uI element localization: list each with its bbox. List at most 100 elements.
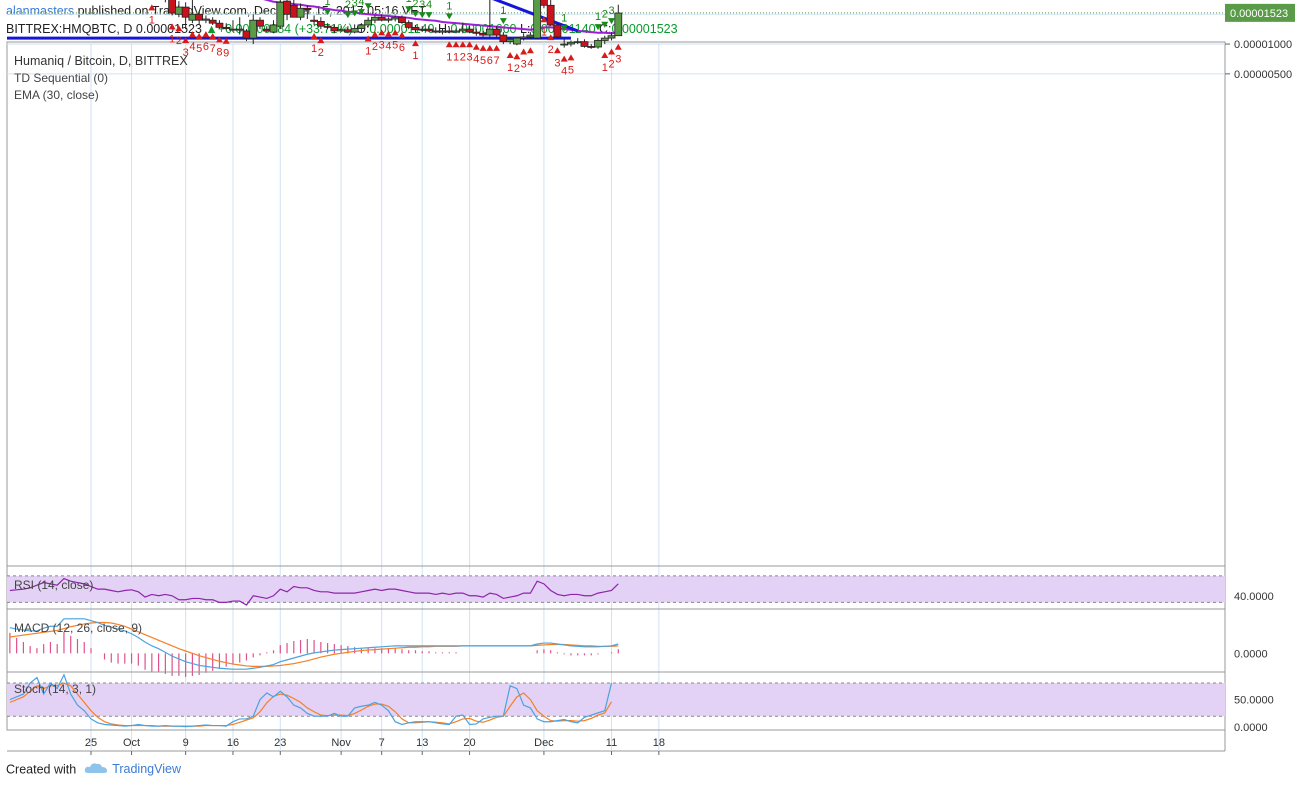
td-sell-count: 2 [412, 0, 418, 10]
stoch-tick-label: 50.0000 [1234, 695, 1274, 707]
stoch-band [7, 683, 1225, 717]
td-buy-arrow [168, 23, 176, 30]
candle-body [485, 28, 494, 36]
stoch-tick-label: 0.0000 [1234, 722, 1268, 734]
td-buy-count: 7 [210, 43, 216, 55]
change-up-icon: ▲ [205, 22, 218, 36]
td-buy-arrow [195, 32, 203, 39]
td-buy-count: 1 [446, 51, 452, 63]
td-buy-count: 1 [365, 45, 371, 57]
candle-body [526, 34, 535, 38]
candle-body [458, 28, 467, 32]
td-buy-arrow [608, 48, 616, 55]
stoch-d-line [9, 682, 613, 727]
candle-body [540, 0, 548, 6]
td-buy-count: 3 [466, 51, 472, 63]
candles [164, 0, 623, 49]
candle-body [398, 16, 406, 23]
candle-body [174, 6, 183, 15]
candle-body [438, 30, 447, 33]
td-buy-count: 2 [514, 63, 520, 75]
candle-body [573, 41, 582, 44]
candle-body [614, 12, 623, 37]
candle-body [229, 28, 237, 31]
candle-body [296, 7, 305, 18]
price-axis[interactable]: 0.000005000.000010000.000015000.00002000… [1225, 0, 1295, 734]
td-sell-arrow [594, 24, 602, 31]
td-buy-arrow [452, 41, 460, 48]
candle-body [249, 19, 258, 39]
td-buy-arrow [182, 37, 190, 44]
time-axis[interactable]: 25 Oct 9 16 23 Nov 7 13 20 Dec 11 18 [85, 737, 665, 755]
macd-label[interactable]: MACD (12, 26, close, 9) [14, 621, 142, 635]
td-sell-arrow [411, 10, 419, 17]
candle-body [594, 40, 602, 48]
rsi-label[interactable]: RSI (14, close) [14, 578, 93, 592]
td-buy-count: 3 [615, 54, 621, 66]
td-buy-arrow [560, 55, 568, 62]
td-buy-count: 5 [196, 43, 202, 55]
td-buy-arrow [553, 47, 561, 54]
macd-line [9, 618, 619, 670]
candle-body [512, 37, 521, 45]
td-sell-arrow [601, 21, 609, 28]
td-buy-arrow [317, 37, 325, 44]
ema-label[interactable]: EMA (30, close) [14, 88, 99, 102]
td-sell-count: 4 [426, 0, 432, 11]
candle-body [357, 24, 366, 29]
candle-body [195, 13, 204, 21]
price-tick-label: 0.00001000 [1234, 39, 1292, 51]
grid [6, 13, 1226, 752]
candle-body [607, 35, 616, 39]
td-buy-count: 1 [453, 51, 459, 63]
ema-line [263, 0, 619, 35]
candle-body [580, 41, 589, 47]
tradingview-link[interactable]: TradingView [112, 762, 181, 777]
close-value: 0.00001523 [611, 22, 678, 36]
candle-body [404, 22, 413, 28]
candle-body [188, 13, 197, 21]
td-buy-count: 2 [608, 58, 614, 70]
td-buy-count: 1 [507, 62, 513, 74]
td-buy-arrow [175, 25, 183, 32]
td-sell-arrow [608, 18, 616, 25]
candle-body [350, 28, 359, 33]
macd-tick-label: 0.0000 [1234, 648, 1268, 660]
td-buy-count: 9 [223, 48, 229, 60]
candle-body [519, 36, 528, 39]
td-buy-arrow [567, 54, 575, 61]
td-sell-count: 2 [345, 0, 351, 11]
instrument-title: Humaniq / Bitcoin, D, BITTREX [14, 54, 188, 68]
td-buy-arrow [188, 31, 196, 38]
td-buy-count: 4 [189, 41, 195, 53]
candle-body [452, 30, 460, 33]
td-sell-count: 5 [365, 0, 371, 2]
td-buy-arrow [384, 30, 392, 37]
td-sell-count: 1 [446, 0, 452, 12]
td-sell-count: 3 [608, 5, 614, 17]
td-buy-count: 7 [494, 55, 500, 67]
td-buy-arrow [445, 41, 453, 48]
stoch-label[interactable]: Stoch (14, 3, 1) [14, 682, 96, 696]
candle-body [283, 0, 291, 15]
rsi-tick-label: 40.0000 [1234, 591, 1274, 603]
td-sequential-label[interactable]: TD Sequential (0) [14, 71, 108, 85]
candle-body [343, 29, 352, 33]
time-tick-label: Oct [123, 737, 140, 749]
td-sell-count: 1 [325, 0, 331, 8]
time-tick-label: Nov [331, 737, 351, 749]
td-buy-count: 8 [216, 47, 222, 59]
td-sell-count: 1 [500, 5, 506, 17]
td-buy-arrow [472, 43, 480, 50]
td-buy-count: 5 [392, 39, 398, 51]
td-buy-arrow [513, 53, 521, 60]
time-tick-label: 25 [85, 737, 97, 749]
candle-body [235, 28, 244, 31]
time-tick-label: 9 [183, 737, 189, 749]
candle-body [208, 19, 217, 24]
candle-body [587, 46, 596, 48]
td-buy-arrow [371, 31, 379, 38]
td-buy-arrow [520, 48, 528, 55]
candle-body [323, 25, 332, 28]
